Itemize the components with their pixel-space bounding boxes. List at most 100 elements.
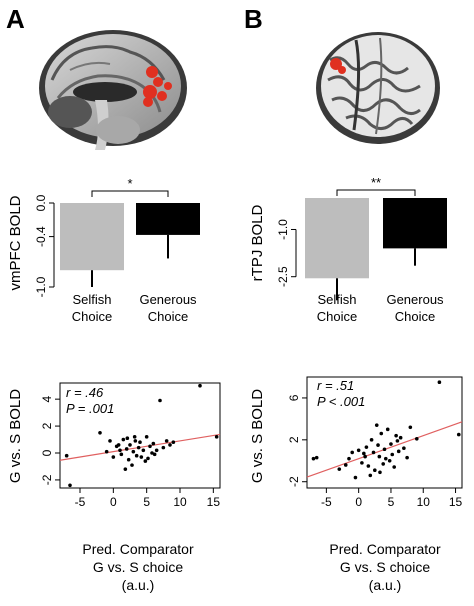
panel-letter-a: A [6,4,25,34]
scatter-point [389,442,393,446]
scatter-point [118,448,122,453]
bar-y-axis-label: rTPJ BOLD [249,204,266,281]
scatter-point [151,441,156,446]
scatter-point [377,454,382,459]
scatter-point [373,468,377,472]
scatter-x-tick-label: 10 [173,495,187,509]
scatter-point [123,467,128,471]
bar-category-label: Choice [72,309,112,324]
scatter-x-tick-label: -5 [75,495,86,509]
scatter-plot-vmpfc: G vs. S BOLD Pred. Comparator G vs. S ch… [7,382,221,593]
scatter-x-tick-label: 0 [110,495,117,509]
brain-activation-rtpj [330,58,346,74]
scatter-x-tick-label: 15 [449,495,463,509]
bar-y-tick-label: -1.0 [34,276,48,297]
significance-bracket [91,190,169,197]
bar-selfish-choice [60,203,124,271]
scatter-x-axis-label-line2: G vs. S choice [340,559,430,575]
bar-chart-vmpfc: vmPFC BOLD 0.0 -0.4 -1.0 Selfish Choice Gener… [7,176,200,324]
scatter-point [125,436,130,440]
significance-bracket [336,189,416,196]
scatter-p-annotation: P = .001 [66,401,114,416]
scatter-point [138,440,142,445]
bar-category-label: Selfish [317,292,356,307]
scatter-point [126,457,131,462]
brain-image-lateral [316,32,440,144]
scatter-x-tick-label: 5 [143,495,150,509]
bar-selfish-choice [305,198,369,279]
scatter-point [214,435,219,439]
scatter-point [383,456,388,461]
scatter-x-tick-label: -5 [321,495,332,509]
scatter-point [158,398,162,403]
brain-image-sagittal [39,30,187,150]
scatter-point [148,444,152,449]
scatter-point [171,440,176,445]
bar-y-tick-label: -2.5 [276,266,290,287]
bar-y-tick-label: -1.0 [276,219,290,240]
scatter-point [314,455,319,460]
scatter-point [116,443,121,447]
scatter-point [353,475,358,480]
scatter-point [350,450,355,455]
scatter-point [398,435,403,440]
scatter-point [108,439,112,443]
scatter-point [369,438,374,442]
scatter-point [131,449,136,454]
scatter-y-axis-label: G vs. S BOLD [7,389,24,483]
bar-category-label: Choice [395,309,435,324]
bar-y-tick-label: 0.0 [34,194,48,211]
scatter-point [394,433,398,438]
scatter-point [392,465,396,469]
scatter-point [396,449,401,454]
scatter-plot-rtpj: G vs. S BOLD Pred. Comparator G vs. S ch… [249,376,463,593]
scatter-point [150,451,154,455]
scatter-x-axis-label-line3: (a.u.) [369,577,402,593]
scatter-x-axis-label-line1: Pred. Comparator [329,541,441,557]
scatter-point [121,437,126,442]
scatter-point [414,436,419,441]
scatter-point [139,455,144,459]
scatter-point [366,464,371,468]
bar-category-label: Choice [317,309,357,324]
scatter-point [405,455,409,460]
significance-marker: ** [371,175,381,190]
scatter-point [385,427,390,432]
scatter-point [130,463,134,467]
scatter-r-annotation: r = .46 [66,385,104,400]
scatter-point [356,448,361,453]
scatter-point [68,483,72,488]
scatter-x-axis-label-line2: G vs. S choice [93,559,183,575]
scatter-y-tick-label: 2 [287,436,301,443]
scatter-point [161,445,166,450]
scatter-point [164,439,169,443]
bar-y-tick-label: -0.4 [34,226,48,247]
scatter-y-tick-label: -2 [40,474,54,485]
bar-category-label: Generous [386,292,444,307]
scatter-y-tick-label: 4 [40,395,54,402]
scatter-point [371,450,376,455]
panel-letter-b: B [244,4,263,34]
scatter-point [379,431,384,436]
scatter-point [343,463,348,467]
scatter-point [395,439,400,443]
scatter-y-axis-label: G vs. S BOLD [249,389,266,483]
bar-category-label: Generous [139,292,197,307]
scatter-x-tick-label: 5 [388,495,395,509]
scatter-point [378,470,382,475]
scatter-point [134,453,139,458]
scatter-x-axis-label-line3: (a.u.) [122,577,155,593]
scatter-point [364,445,369,449]
scatter-point [154,448,159,453]
scatter-point [437,380,442,385]
scatter-point [132,435,137,439]
scatter-point [456,432,461,437]
significance-marker: * [127,176,132,191]
scatter-point [124,447,129,451]
scatter-point [408,425,413,430]
bar-chart-rtpj: rTPJ BOLD -1.0 -2.5 Selfish Choice Generous C… [249,175,447,324]
scatter-point [390,452,395,457]
scatter-point [143,459,148,463]
scatter-point [168,443,172,447]
